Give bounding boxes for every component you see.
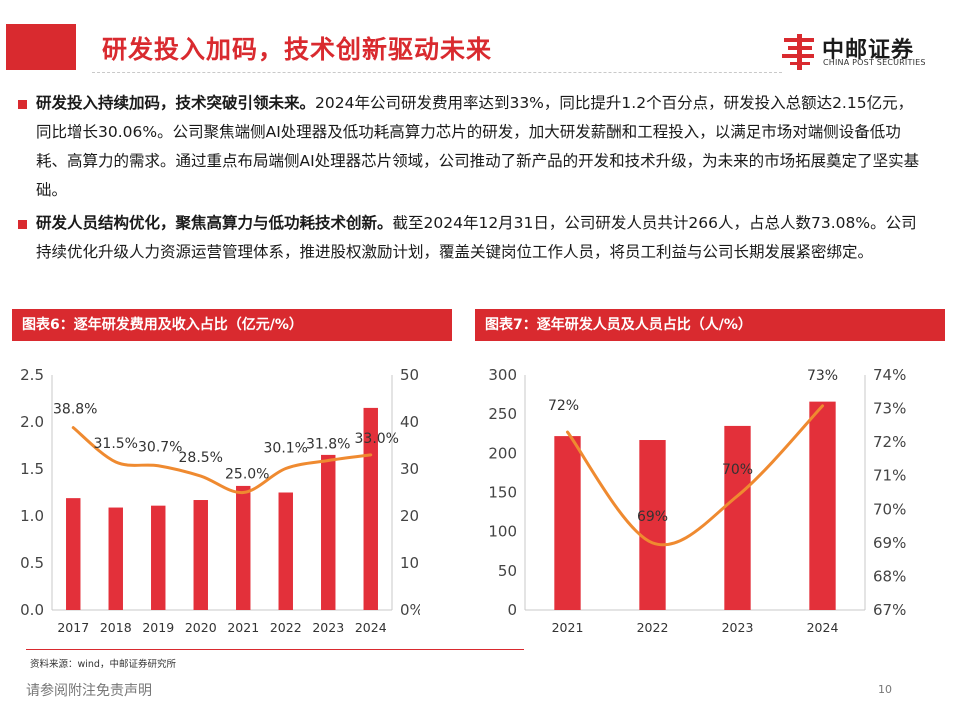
chart6-x-tick: 2024 — [355, 620, 387, 635]
source-note: 资料来源：wind，中邮证券研究所 — [30, 659, 176, 670]
china-post-logo-icon — [782, 34, 814, 70]
chart7-y-tick-right: 70% — [873, 500, 906, 518]
chart6-x-tick: 2019 — [142, 620, 174, 635]
chart7-y-tick-left: 100 — [488, 523, 517, 541]
chart7-bar — [724, 425, 751, 610]
chart7-rd-staff: 0 50 100 150 200 250 300 67% 68% 69% 70% 71% 72% 73% 7… — [488, 366, 906, 635]
chart7-y-tick-right: 74% — [873, 366, 906, 384]
chart6-ratio-line — [71, 426, 373, 495]
chart7-y-tick-right: 72% — [873, 433, 906, 451]
chart6-x-tick: 2023 — [312, 620, 344, 635]
chart6-bar — [363, 407, 378, 610]
chart6-bar — [278, 492, 293, 610]
title-divider — [92, 72, 782, 73]
chart7-bar — [554, 436, 581, 610]
chart7-y-tick-right: 68% — [873, 567, 906, 585]
bullet-body: 2024年公司研发费用率达到33%，同比提升1.2个百分点，研发投入总额达2.1… — [36, 94, 920, 199]
chart6-y-tick-left: 1.0 — [20, 507, 44, 525]
disclaimer-text: 请参阅附注免责声明 — [26, 683, 152, 699]
chart7-bar — [639, 440, 666, 610]
chart6-x-tick: 2021 — [227, 620, 259, 635]
chart6-data-label: 38.8% — [53, 402, 97, 418]
chart6-data-label: 31.5% — [94, 436, 138, 452]
bullet-paragraph: 研发人员结构优化，聚焦高算力与低功耗技术创新。截至2024年12月31日，公司研… — [36, 209, 926, 267]
chart6-y-tick-left: 0.5 — [20, 554, 44, 572]
chart6-bar — [193, 500, 208, 610]
chart7-data-label: 70% — [722, 462, 753, 478]
chart7-data-label: 72% — [548, 398, 579, 414]
chart6-y-tick-left: 2.0 — [20, 413, 44, 431]
chart7-y-tick-left: 0 — [507, 601, 517, 619]
chart6-bar — [108, 507, 123, 610]
chart6-x-tick: 2022 — [270, 620, 302, 635]
chart7-title: 图表7：逐年研发人员及人员占比（人/%） — [475, 309, 945, 341]
chart6-y-tick-right: 10% — [400, 554, 420, 572]
chart7-y-tick-right: 67% — [873, 601, 906, 619]
chart6-title: 图表6：逐年研发费用及收入占比（亿元/%） — [12, 309, 452, 341]
chart6-data-label: 31.8% — [306, 437, 350, 453]
bullet-square-icon — [18, 100, 27, 109]
chart7-bar — [809, 401, 836, 610]
chart6-x-tick: 2017 — [57, 620, 89, 635]
bullet-paragraph: 研发投入持续加码，技术突破引领未来。2024年公司研发费用率达到33%，同比提升… — [36, 89, 926, 205]
chart6-x-tick: 2018 — [100, 620, 132, 635]
chart7-y-tick-left: 50 — [498, 562, 517, 580]
chart6-y-tick-right: 20% — [400, 507, 420, 525]
chart6-y-tick-right: 50% — [400, 366, 420, 384]
chart6-bar — [321, 454, 336, 610]
chart6-bar — [151, 505, 166, 610]
chart7-x-tick: 2022 — [637, 620, 669, 635]
bullet-heading: 研发投入持续加码，技术突破引领未来。 — [36, 94, 316, 112]
chart6-y-tick-left: 2.5 — [20, 366, 44, 384]
bullet-rd-investment: 研发投入持续加码，技术突破引领未来。2024年公司研发费用率达到33%，同比提升… — [18, 89, 922, 207]
chart6-x-tick: 2020 — [185, 620, 217, 635]
chart7-y-tick-right: 71% — [873, 467, 906, 485]
chart7-y-tick-right: 69% — [873, 534, 906, 552]
bullet-body: 截至2024年12月31日，公司研发人员共计266人，占总人数73.08%。公司… — [36, 214, 917, 261]
chart6-data-label: 30.1% — [264, 441, 308, 457]
chart7-y-tick-left: 300 — [488, 366, 517, 384]
title-accent-bar — [6, 24, 76, 70]
source-divider — [26, 649, 524, 650]
chart6-bar — [66, 498, 81, 610]
chart6-bar — [236, 485, 251, 610]
chart6-data-label: 30.7% — [138, 440, 182, 456]
chart7-data-label: 69% — [637, 509, 668, 525]
chart6-y-tick-left: 1.5 — [20, 460, 44, 478]
chart6-data-label: 28.5% — [179, 450, 223, 466]
page-number: 10 — [878, 683, 892, 696]
brand-logo: 中邮证券 CHINA POST SECURITIES — [782, 30, 942, 74]
page-title: 研发投入加码，技术创新驱动未来 — [102, 35, 493, 64]
chart7-x-tick: 2021 — [552, 620, 584, 635]
bullet-heading: 研发人员结构优化，聚焦高算力与低功耗技术创新。 — [36, 214, 393, 232]
chart7-y-tick-left: 200 — [488, 444, 517, 462]
bullet-square-icon — [18, 220, 27, 229]
chart6-data-label: 33.0% — [355, 431, 399, 447]
chart6-y-tick-right: 0% — [400, 601, 420, 619]
brand-english-name: CHINA POST SECURITIES — [823, 58, 926, 67]
chart7-y-tick-right: 73% — [873, 400, 906, 418]
chart7-x-tick: 2023 — [722, 620, 754, 635]
chart7-x-tick: 2024 — [807, 620, 839, 635]
chart7-data-label: 73% — [807, 368, 838, 384]
chart7-ratio-line — [566, 404, 824, 547]
brand-name: 中邮证券 — [822, 38, 915, 63]
chart6-y-tick-right: 30% — [400, 460, 420, 478]
chart6-y-tick-right: 40% — [400, 413, 420, 431]
chart7-y-tick-left: 150 — [488, 484, 517, 502]
chart6-rd-expense: 0.0 0.5 1.0 1.5 2.0 2.5 0% 10% 20% 30% 40% 50% 2017 2… — [20, 366, 420, 635]
chart6-y-tick-left: 0.0 — [20, 601, 44, 619]
bullet-rd-staff: 研发人员结构优化，聚焦高算力与低功耗技术创新。截至2024年12月31日，公司研… — [18, 209, 922, 299]
chart7-y-tick-left: 250 — [488, 405, 517, 423]
chart6-data-label: 25.0% — [225, 467, 269, 483]
